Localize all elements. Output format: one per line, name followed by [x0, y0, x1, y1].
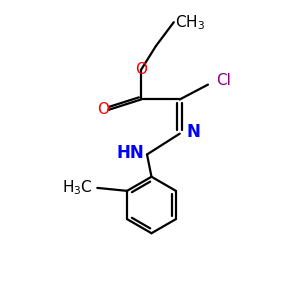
Text: N: N [186, 123, 200, 141]
Text: H$_3$C: H$_3$C [62, 178, 93, 197]
Text: Cl: Cl [216, 73, 231, 88]
Text: O: O [135, 62, 147, 77]
Text: HN: HN [116, 144, 144, 162]
Text: O: O [97, 102, 109, 117]
Text: CH$_3$: CH$_3$ [175, 13, 206, 32]
